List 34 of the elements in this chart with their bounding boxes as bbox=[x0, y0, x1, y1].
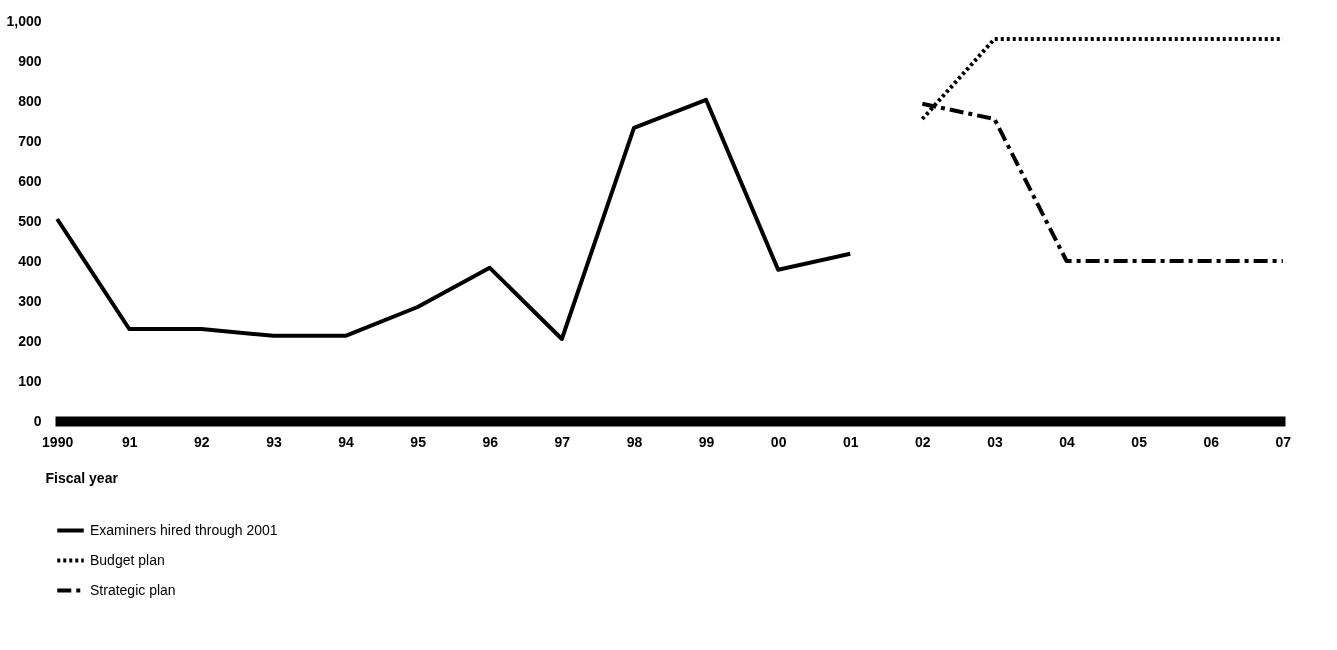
x-tick-label: 00 bbox=[770, 433, 787, 450]
x-tick-label: 91 bbox=[121, 433, 138, 450]
y-tick-label: 900 bbox=[18, 52, 42, 69]
y-tick-label: 400 bbox=[18, 252, 42, 269]
legend-label: Budget plan bbox=[90, 551, 165, 568]
x-tick-label: 99 bbox=[698, 433, 715, 450]
y-tick-label: 100 bbox=[18, 372, 42, 389]
x-tick-label: 92 bbox=[194, 433, 210, 450]
x-tick-label: 05 bbox=[1131, 433, 1148, 450]
y-tick-label: 300 bbox=[18, 292, 42, 309]
x-tick-label: 96 bbox=[482, 433, 499, 450]
x-tick-label: 04 bbox=[1059, 433, 1076, 450]
line-series bbox=[55, 97, 853, 341]
x-tick-label: 98 bbox=[626, 433, 643, 450]
y-tick-label: 500 bbox=[18, 212, 42, 229]
legend-label: Strategic plan bbox=[90, 581, 176, 598]
x-tick-label: 07 bbox=[1275, 433, 1292, 450]
x-tick-label: 95 bbox=[410, 433, 427, 450]
y-tick-label: 700 bbox=[18, 132, 42, 149]
x-tick-label: 93 bbox=[266, 433, 282, 450]
x-tick-label: 02 bbox=[915, 433, 931, 450]
y-tick-label: 0 bbox=[33, 412, 42, 429]
y-tick-label: 600 bbox=[18, 172, 42, 189]
x-tick-label: 03 bbox=[987, 433, 1003, 450]
x-tick-label: 01 bbox=[842, 433, 859, 450]
x-tick-label: 97 bbox=[554, 433, 571, 450]
x-axis-title: Fiscal year bbox=[45, 469, 119, 486]
y-tick-label: 200 bbox=[18, 332, 42, 349]
legend-label: Examiners hired through 2001 bbox=[90, 521, 278, 538]
y-tick-label: 800 bbox=[18, 92, 42, 109]
x-tick-label: 94 bbox=[338, 433, 355, 450]
x-tick-label: 06 bbox=[1203, 433, 1220, 450]
x-tick-label: 1990 bbox=[42, 433, 74, 450]
y-tick-label: 1,000 bbox=[6, 12, 42, 29]
